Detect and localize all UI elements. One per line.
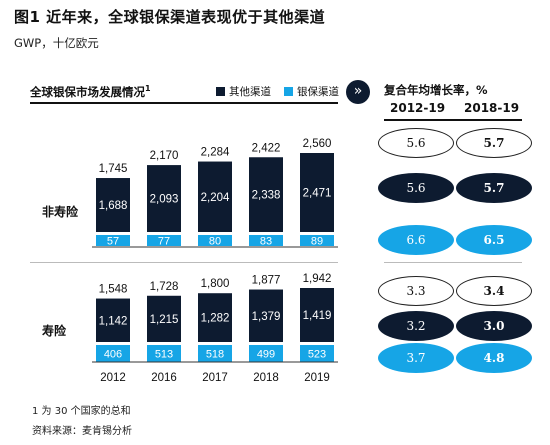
bar-banca-1-2016 (147, 345, 181, 362)
bar-other-0-2016 (147, 165, 181, 232)
x-tick-2016: 2016 (151, 372, 177, 384)
bar-other-1-2017 (198, 293, 232, 342)
cagr-life-banca-2018-19: 4.8 (456, 343, 532, 373)
label-banca-1-2018: 499 (257, 349, 275, 361)
cagr-nonlife-total-2012-19: 5.6 (378, 128, 454, 158)
bar-banca-1-2017 (198, 345, 232, 362)
label-other-0-2012: 1,688 (99, 200, 128, 212)
label-other-0-2019: 2,471 (303, 188, 332, 200)
right-header-rule (384, 119, 522, 121)
row-label-life: 寿险 (42, 324, 67, 338)
label-other-0-2017: 2,204 (201, 192, 230, 204)
bar-other-1-2016 (147, 295, 181, 342)
label-total-1-2018: 1,877 (252, 275, 281, 287)
legend-item-banca: 银保渠道 (284, 84, 339, 99)
bar-banca-0-2012 (96, 235, 130, 246)
x-tick-2018: 2018 (253, 372, 279, 384)
x-tick-2017: 2017 (202, 372, 228, 384)
bar-other-1-2018 (249, 289, 283, 342)
page-title: 图1 近年来，全球银保渠道表现优于其他渠道 (14, 8, 326, 26)
bar-banca-0-2017 (198, 235, 232, 246)
bar-other-0-2019 (300, 153, 334, 232)
legend-swatch-banca (284, 87, 293, 96)
label-total-0-2017: 2,284 (201, 147, 230, 159)
label-banca-1-2019: 523 (308, 349, 326, 361)
chart-heading: 全球银保市场发展情况1 (30, 84, 151, 99)
bar-other-0-2017 (198, 161, 232, 232)
label-banca-0-2017: 80 (209, 236, 221, 248)
bar-other-1-2012 (96, 298, 130, 342)
period-2012-19: 2012-19 (390, 101, 446, 115)
label-other-1-2019: 1,419 (303, 310, 332, 322)
bar-banca-1-2018 (249, 345, 283, 362)
bar-other-0-2012 (96, 178, 130, 232)
bar-other-1-2019 (300, 288, 334, 342)
cagr-nonlife-total-2018-19: 5.7 (456, 128, 532, 158)
label-total-0-2019: 2,560 (303, 138, 332, 150)
label-other-1-2018: 1,379 (252, 311, 281, 323)
left-header-rule (30, 102, 338, 104)
label-other-1-2017: 1,282 (201, 313, 230, 325)
cagr-nonlife-banca-2012-19: 6.6 (378, 225, 454, 255)
bar-banca-0-2018 (249, 235, 283, 246)
cagr-nonlife-banca-2018-19: 6.5 (456, 225, 532, 255)
unit-label: GWP，十亿欧元 (14, 36, 99, 50)
footnote-1: 1 为 30 个国家的总和 (32, 406, 131, 417)
label-total-1-2019: 1,942 (303, 273, 332, 285)
label-total-0-2012: 1,745 (99, 163, 128, 175)
label-total-1-2017: 1,800 (201, 278, 230, 290)
cagr-heading: 复合年均增长率，% (384, 83, 488, 97)
panel-divider-right (384, 262, 522, 263)
label-banca-1-2016: 513 (155, 349, 173, 361)
cagr-life-total-2012-19: 3.3 (378, 276, 454, 306)
label-banca-0-2018: 83 (260, 236, 272, 248)
cagr-life-total-2018-19: 3.4 (456, 276, 532, 306)
panel-divider-left (30, 262, 338, 263)
footnote-source: 资料来源：麦肯锡分析 (32, 426, 132, 437)
period-2018-19: 2018-19 (464, 101, 520, 115)
label-total-1-2016: 1,728 (150, 281, 179, 293)
label-banca-1-2012: 406 (104, 349, 122, 361)
label-banca-0-2012: 57 (107, 236, 119, 248)
label-banca-0-2019: 89 (311, 236, 323, 248)
legend-swatch-other (216, 87, 225, 96)
label-other-0-2018: 2,338 (252, 190, 281, 202)
bar-banca-1-2012 (96, 345, 130, 362)
bar-banca-0-2019 (300, 235, 334, 246)
label-other-0-2016: 2,093 (150, 194, 179, 206)
cagr-nonlife-other-2018-19: 5.7 (456, 173, 532, 203)
label-total-0-2016: 2,170 (150, 150, 179, 162)
x-tick-2012: 2012 (100, 372, 126, 384)
double-chevron-icon: » (346, 80, 370, 104)
row-label-nonlife: 非寿险 (42, 205, 79, 219)
cagr-life-banca-2012-19: 3.7 (378, 343, 454, 373)
bar-other-0-2018 (249, 157, 283, 232)
x-tick-2019: 2019 (304, 372, 330, 384)
label-total-1-2012: 1,548 (99, 284, 128, 296)
cagr-nonlife-other-2012-19: 5.6 (378, 173, 454, 203)
legend-item-other: 其他渠道 (216, 84, 271, 99)
cagr-life-other-2012-19: 3.2 (378, 311, 454, 341)
cagr-life-other-2018-19: 3.0 (456, 311, 532, 341)
label-other-1-2016: 1,215 (150, 314, 179, 326)
bar-banca-1-2019 (300, 345, 334, 362)
label-banca-0-2016: 77 (158, 236, 170, 248)
label-banca-1-2017: 518 (206, 349, 224, 361)
bar-banca-0-2016 (147, 235, 181, 246)
label-total-0-2018: 2,422 (252, 142, 281, 154)
label-other-1-2012: 1,142 (99, 315, 128, 327)
